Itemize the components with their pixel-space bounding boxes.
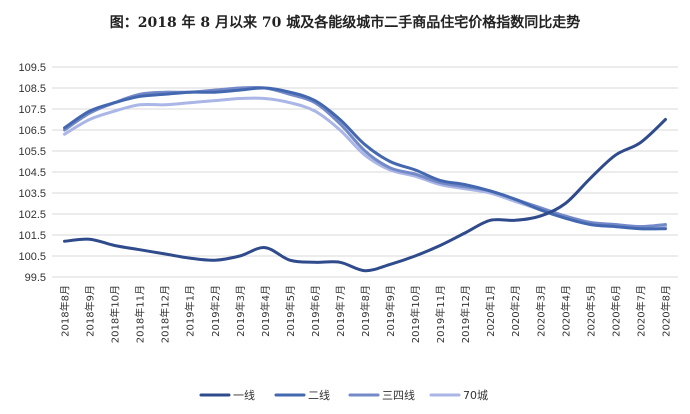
y-tick-label: 104.5 bbox=[18, 167, 46, 179]
y-tick-label: 109.5 bbox=[18, 62, 46, 74]
y-tick-label: 99.5 bbox=[25, 272, 46, 284]
chart-title: 图：2018 年 8 月以来 70 城及各能级城市二手商品住宅价格指数同比走势 bbox=[110, 14, 581, 31]
y-tick-label: 100.5 bbox=[18, 251, 46, 263]
x-tick-label: 2019年10月 bbox=[409, 285, 422, 343]
x-tick-label: 2019年5月 bbox=[284, 285, 297, 337]
x-axis: 2018年8月 2018年9月 2018年10月 2018年11月 2018年12月 20… bbox=[59, 285, 673, 343]
x-tick-label: 2019年4月 bbox=[259, 285, 272, 337]
x-tick-label: 2019年11月 bbox=[434, 285, 447, 343]
grid-layer bbox=[52, 66, 678, 278]
series-line-2 bbox=[63, 86, 667, 231]
y-tick-label: 106.5 bbox=[18, 125, 46, 137]
y-tick-label: 101.5 bbox=[18, 230, 46, 242]
legend-label: 70城 bbox=[463, 389, 488, 402]
y-tick-label: 107.5 bbox=[18, 104, 46, 116]
x-tick-label: 2020年3月 bbox=[534, 285, 547, 337]
x-tick-label: 2020年2月 bbox=[509, 285, 522, 337]
x-tick-label: 2018年8月 bbox=[59, 285, 72, 337]
x-tick-label: 2019年1月 bbox=[184, 285, 197, 337]
x-tick-label: 2019年7月 bbox=[334, 285, 347, 337]
x-tick-label: 2019年8月 bbox=[359, 285, 372, 337]
y-axis: 99.5 100.5 101.5 102.5 103.5 104.5 105.5 106.5 1… bbox=[18, 62, 46, 284]
x-tick-label: 2020年7月 bbox=[634, 285, 647, 337]
x-tick-label: 2018年11月 bbox=[134, 285, 147, 343]
y-tick-label: 105.5 bbox=[18, 146, 46, 158]
x-tick-label: 2018年9月 bbox=[84, 285, 97, 337]
y-tick-label: 108.5 bbox=[18, 83, 46, 95]
legend-label: 二线 bbox=[308, 388, 330, 402]
series-line-1 bbox=[63, 118, 667, 273]
y-tick-label: 103.5 bbox=[18, 188, 46, 200]
x-tick-label: 2020年1月 bbox=[484, 285, 497, 337]
x-tick-label: 2019年6月 bbox=[309, 285, 322, 337]
y-tick-label: 102.5 bbox=[18, 209, 46, 221]
series-line-3 bbox=[63, 85, 667, 229]
series-line-4 bbox=[63, 96, 667, 229]
x-tick-label: 2019年2月 bbox=[209, 285, 222, 337]
x-tick-label: 2019年3月 bbox=[234, 285, 247, 337]
legend-label: 一线 bbox=[233, 388, 255, 402]
x-tick-label: 2020年5月 bbox=[584, 285, 597, 337]
x-tick-label: 2019年12月 bbox=[459, 285, 472, 343]
x-tick-label: 2020年8月 bbox=[659, 285, 672, 337]
x-tick-label: 2020年6月 bbox=[609, 285, 622, 337]
legend: 一线 二线 三四线 70城 bbox=[199, 388, 488, 402]
series-layer bbox=[63, 85, 667, 273]
x-tick-label: 2019年9月 bbox=[384, 285, 397, 337]
x-tick-label: 2020年4月 bbox=[559, 285, 572, 337]
x-tick-label: 2018年10月 bbox=[109, 285, 122, 343]
legend-label: 三四线 bbox=[382, 388, 415, 402]
x-tick-label: 2018年12月 bbox=[159, 285, 172, 343]
